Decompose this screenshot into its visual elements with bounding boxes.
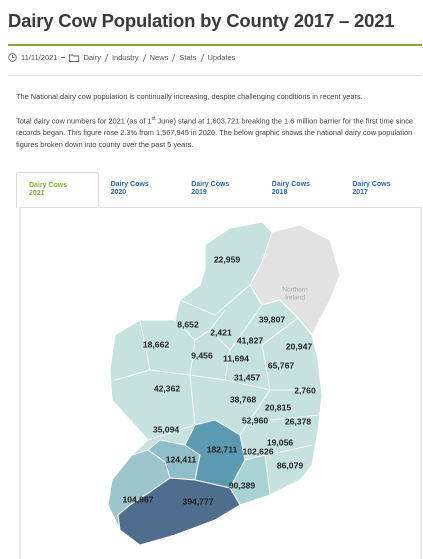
county-value: 65,767 <box>268 360 295 370</box>
county-tipperary <box>184 419 246 489</box>
post-meta: 11/11/2021 Dairy Industry News Stats Updates <box>8 53 235 62</box>
county-value: 2,421 <box>210 327 232 337</box>
northern-ireland <box>249 224 341 336</box>
intro-paragraph: The National dairy cow population is con… <box>16 92 363 101</box>
county-borders <box>114 284 321 496</box>
county-value: 20,947 <box>286 341 313 351</box>
text: June) stand at 1,603,721 breaking the 1.… <box>16 116 414 150</box>
tab-bar: Dairy Cows 2021 Dairy Cows 2020 Dairy Cows 20… <box>16 172 421 208</box>
county-value: 86,079 <box>277 460 304 470</box>
county-value: 19,056 <box>267 437 294 447</box>
category-link[interactable]: Dairy <box>83 53 101 62</box>
tab-year: 2021 <box>29 190 45 197</box>
page-title: Dairy Cow Population by County 2017 – 20… <box>8 10 395 31</box>
category-link[interactable]: Industry <box>111 53 139 62</box>
tab-label: Dairy Cows <box>110 181 149 188</box>
county-value: 8,652 <box>177 319 199 329</box>
superscript: st <box>151 116 156 122</box>
tab-label: Dairy Cows <box>352 181 391 188</box>
county-value: 35,094 <box>153 424 180 434</box>
region-label: Northern <box>282 287 308 294</box>
divider <box>8 75 422 76</box>
county-value: 42,362 <box>154 383 181 393</box>
county-value: 102,626 <box>242 446 273 456</box>
tab[interactable]: Dairy Cows 2018 <box>260 172 341 208</box>
tab[interactable]: Dairy Cows 2017 <box>340 172 421 208</box>
county-value: 2,760 <box>294 385 316 395</box>
region-label: Ireland <box>285 295 305 302</box>
tab-year: 2017 <box>352 189 368 196</box>
county-cork <box>117 477 241 546</box>
county-value: 18,662 <box>143 339 170 349</box>
county-value: 20,815 <box>265 402 292 412</box>
tab-label: Dairy Cows <box>271 181 310 188</box>
separator <box>171 53 176 62</box>
tab-year: 2019 <box>191 189 207 196</box>
category-link[interactable]: Updates <box>207 53 236 62</box>
county-value: 182,711 <box>207 444 238 454</box>
county-value: 124,411 <box>166 454 197 464</box>
separator <box>104 53 109 62</box>
detail-paragraph: Total dairy cow numbers for 2021 (as of … <box>16 113 416 151</box>
tab[interactable]: Dairy Cows 2019 <box>179 172 260 208</box>
post-date: 11/11/2021 <box>21 53 58 62</box>
county-value: 9,456 <box>191 350 213 360</box>
title-rule <box>8 44 422 46</box>
county-value: 38,768 <box>230 394 257 404</box>
county-value: 52,960 <box>242 415 269 425</box>
clock-icon <box>8 53 17 62</box>
tab-year: 2018 <box>271 189 288 196</box>
folder-icon <box>69 54 80 62</box>
county-value: 26,378 <box>285 416 312 426</box>
county-value: 104,967 <box>122 494 153 504</box>
text: Total dairy cow numbers for 2021 (as of … <box>16 116 152 126</box>
county-waterford <box>229 454 271 506</box>
category-list: Dairy Industry News Stats Updates <box>83 53 235 62</box>
tab[interactable]: Dairy Cows 2021 <box>16 172 99 208</box>
tab-year: 2020 <box>110 189 127 196</box>
tab[interactable]: Dairy Cows 2020 <box>99 172 180 208</box>
tab-label: Dairy Cows <box>29 182 68 189</box>
county-value: 22,959 <box>214 254 241 264</box>
republic-of-ireland <box>107 221 323 546</box>
county-limerick <box>147 439 201 481</box>
map-panel <box>19 207 422 559</box>
tab-label: Dairy Cows <box>191 181 230 188</box>
county-value: 11,694 <box>223 353 249 363</box>
county-value: 394,777 <box>182 496 213 506</box>
separator <box>142 53 147 62</box>
county-value: 39,807 <box>259 314 286 324</box>
county-value: 90,389 <box>229 480 256 490</box>
county-value: 31,457 <box>234 372 261 382</box>
category-link[interactable]: News <box>149 53 169 62</box>
separator <box>61 57 66 58</box>
category-link[interactable]: Stats <box>179 53 197 62</box>
county-kerry <box>107 449 171 531</box>
county-value: 41,827 <box>237 335 264 345</box>
separator <box>200 53 204 62</box>
